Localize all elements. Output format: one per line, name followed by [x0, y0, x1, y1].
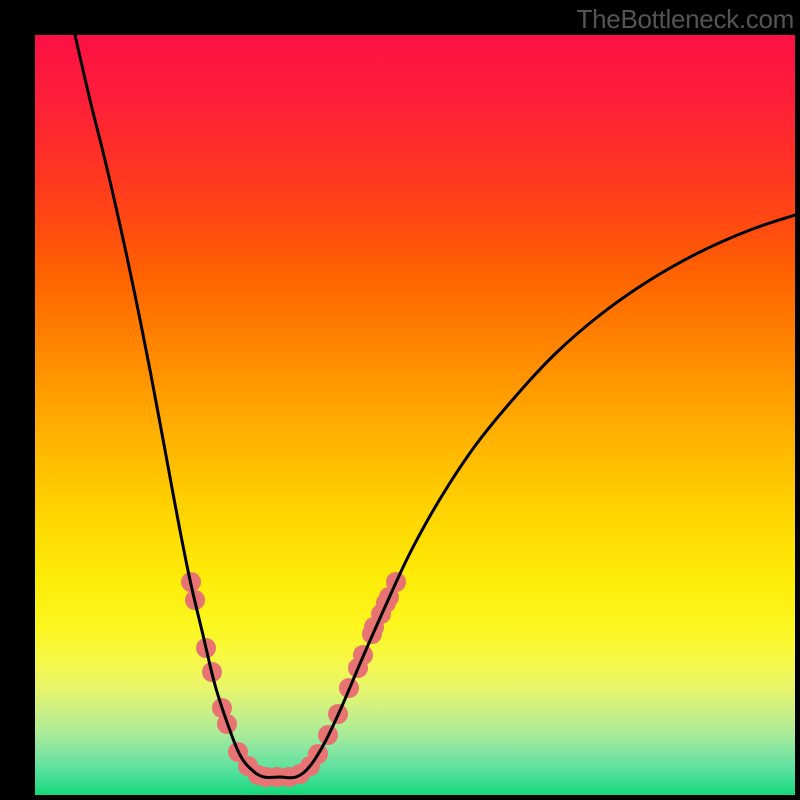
watermark-text: TheBottleneck.com — [577, 4, 794, 35]
chart-area — [35, 35, 795, 795]
chart-background — [35, 35, 795, 795]
chart-container: TheBottleneck.com — [0, 0, 800, 800]
chart-svg — [35, 35, 795, 795]
